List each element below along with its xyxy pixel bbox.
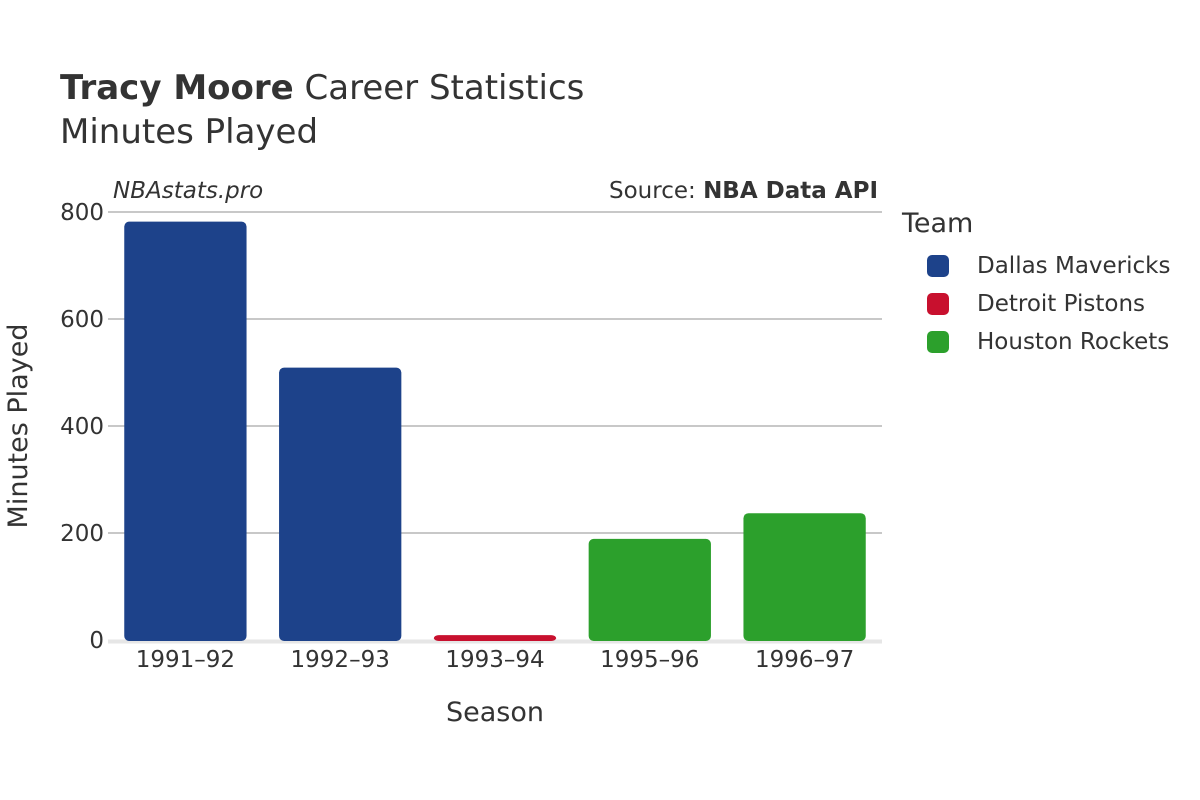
legend-item[interactable]: Dallas Mavericks bbox=[902, 247, 1170, 285]
legend-label: Detroit Pistons bbox=[977, 291, 1146, 317]
y-tick-label: 200 bbox=[60, 521, 104, 547]
x-tick-label: 1992–93 bbox=[291, 647, 390, 673]
y-axis-title: Minutes Played bbox=[3, 324, 34, 529]
x-tick-label: 1995–96 bbox=[600, 647, 699, 673]
y-tick-label: 0 bbox=[89, 628, 104, 654]
bar[interactable] bbox=[433, 635, 557, 641]
y-tick-label: 600 bbox=[60, 307, 104, 333]
x-tick-label: 1993–94 bbox=[445, 647, 544, 673]
legend-item[interactable]: Detroit Pistons bbox=[902, 285, 1170, 323]
x-axis-title: Season bbox=[446, 697, 544, 728]
title-rest: Career Statistics bbox=[304, 68, 585, 108]
bar[interactable] bbox=[279, 367, 402, 641]
legend-label: Houston Rockets bbox=[977, 329, 1170, 355]
legend-label: Dallas Mavericks bbox=[977, 253, 1171, 279]
y-tick-label: 400 bbox=[60, 414, 104, 440]
watermark: NBAstats.pro bbox=[113, 178, 264, 204]
legend-swatch bbox=[927, 255, 949, 277]
x-tick-label: 1996–97 bbox=[755, 647, 854, 673]
legend-swatch bbox=[927, 293, 949, 315]
bar[interactable] bbox=[124, 221, 247, 641]
source-credit: Source: NBA Data API bbox=[609, 178, 878, 204]
legend-title: Team bbox=[902, 208, 974, 239]
x-tick-label: 1991–92 bbox=[136, 647, 235, 673]
bar[interactable] bbox=[743, 513, 866, 641]
legend-item[interactable]: Houston Rockets bbox=[902, 323, 1170, 361]
chart-subtitle: Minutes Played bbox=[60, 112, 319, 152]
legend: Team Dallas Mavericks Detroit Pistons Hous… bbox=[902, 208, 1170, 361]
legend-swatch bbox=[927, 331, 949, 353]
source-label: Source: bbox=[609, 178, 696, 204]
chart-title: Tracy Moore Career Statistics bbox=[60, 68, 584, 108]
player-name: Tracy Moore bbox=[60, 68, 294, 108]
bar[interactable] bbox=[588, 538, 711, 641]
source-value: NBA Data API bbox=[703, 178, 878, 204]
y-tick-label: 800 bbox=[60, 200, 104, 226]
